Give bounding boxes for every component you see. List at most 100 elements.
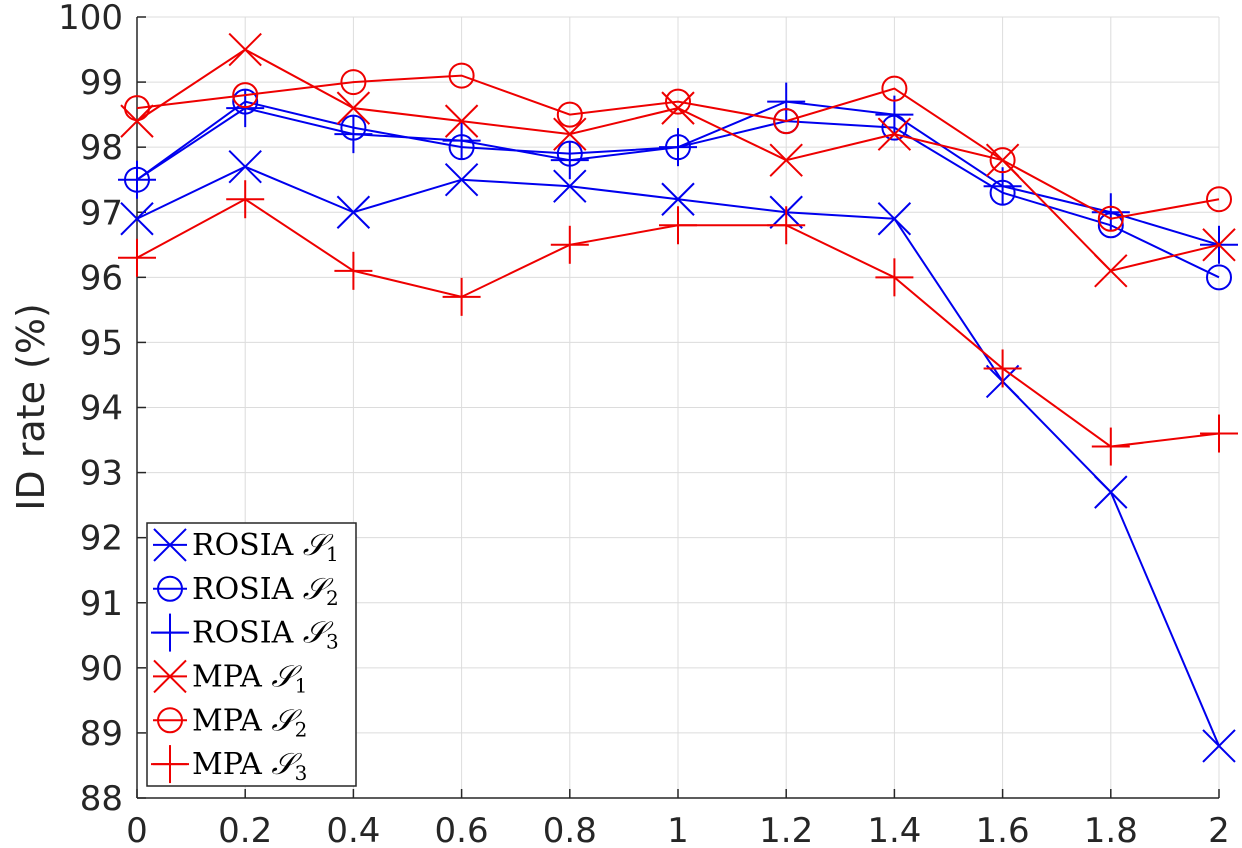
legend-marker-3 — [153, 659, 187, 694]
x-tick-label-9: 1.8 — [1084, 811, 1138, 848]
series-0-point-4 — [553, 169, 587, 203]
x-tick-label-3: 0.6 — [435, 811, 489, 848]
y-tick-label-0: 88 — [80, 779, 123, 819]
series-4-point-8 — [989, 147, 1016, 174]
legend-entry-5: MPA 𝒮3 — [151, 745, 307, 785]
legend-label-5: MPA 𝒮3 — [192, 747, 307, 785]
series-1-point-10 — [1206, 264, 1232, 291]
legend-entry-1: ROSIA 𝒮2 — [153, 572, 339, 610]
series-2-point-5 — [659, 128, 697, 167]
series-0-point-3 — [444, 163, 479, 197]
y-tick-label-4: 92 — [80, 519, 123, 559]
legend-entry-0: ROSIA 𝒮1 — [153, 528, 339, 566]
y-tick-label-2: 90 — [80, 649, 123, 689]
series-5-point-0 — [118, 238, 156, 277]
series-4-point-3 — [448, 62, 475, 89]
series-5-point-3 — [442, 277, 481, 316]
series-4-point-4 — [556, 101, 583, 128]
x-tick-label-2: 0.4 — [326, 811, 380, 848]
series-4-point-0 — [124, 95, 150, 122]
series-2-point-8 — [983, 167, 1022, 206]
y-tick-label-5: 93 — [80, 454, 123, 494]
series-2-point-2 — [334, 115, 373, 154]
y-tick-label-11: 99 — [80, 63, 123, 103]
legend-label-2: ROSIA 𝒮3 — [192, 616, 339, 654]
legend-entry-3: MPA 𝒮1 — [153, 659, 307, 697]
series-3-point-4 — [553, 117, 587, 151]
y-tick-label-6: 94 — [80, 389, 123, 429]
series-2-point-6 — [767, 82, 806, 121]
series-3-point-6 — [769, 143, 803, 177]
series-3-point-10 — [1202, 228, 1236, 262]
x-tick-label-6: 1.2 — [759, 811, 813, 848]
y-tick-label-7: 95 — [80, 323, 123, 363]
series-0-point-7 — [877, 202, 912, 236]
legend-box — [146, 522, 357, 787]
series-0-point-5 — [661, 182, 695, 216]
series-2-point-3 — [442, 121, 481, 160]
series-0-point-1 — [228, 149, 262, 184]
series-3-point-3 — [444, 104, 479, 138]
series-3-point-7 — [877, 117, 912, 151]
series-0-point-2 — [336, 195, 371, 229]
series-2-point-4 — [550, 141, 589, 180]
legend-label-4: MPA 𝒮2 — [192, 703, 307, 741]
y-tick-label-1: 89 — [80, 714, 123, 754]
series-5-point-2 — [334, 251, 373, 290]
series-3-point-2 — [336, 91, 371, 125]
series-4-point-6 — [773, 108, 800, 135]
series-5-point-8 — [983, 349, 1022, 388]
y-axis-label: ID rate (%) — [9, 303, 53, 511]
data-series — [118, 32, 1238, 763]
y-tick-label-9: 97 — [80, 193, 123, 233]
series-3-point-9 — [1094, 254, 1128, 288]
y-tick-label-12: 100 — [58, 0, 123, 38]
series-5-point-5 — [659, 206, 697, 245]
series-3-point-1 — [228, 32, 262, 67]
series-5-point-9 — [1091, 427, 1130, 466]
y-tick-label-8: 96 — [80, 258, 123, 298]
x-tick-label-10: 2 — [1208, 811, 1230, 848]
legend-label-1: ROSIA 𝒮2 — [192, 572, 339, 610]
series-5 — [118, 180, 1238, 466]
series-3 — [120, 32, 1236, 288]
series-4-point-1 — [232, 82, 259, 109]
x-tick-label-0: 0 — [126, 811, 148, 848]
series-2 — [118, 82, 1238, 264]
series-4-point-5 — [665, 88, 691, 115]
x-tick-label-4: 0.8 — [543, 811, 597, 848]
legend-marker-0 — [153, 528, 187, 562]
series-5-point-4 — [550, 225, 589, 264]
series-5-point-6 — [767, 206, 806, 245]
series-4 — [124, 62, 1232, 232]
series-5-point-1 — [226, 180, 265, 219]
legend-marker-5 — [151, 745, 189, 784]
axes — [136, 16, 1220, 799]
series-0-point-10 — [1202, 729, 1236, 763]
series-2-point-7 — [875, 95, 914, 134]
series-5-point-7 — [875, 258, 914, 297]
series-0-point-0 — [120, 202, 154, 236]
legend-label-3: MPA 𝒮1 — [192, 659, 307, 697]
x-tick-label-1: 0.2 — [218, 811, 272, 848]
series-0-point-9 — [1094, 475, 1128, 509]
legend-marker-4 — [157, 707, 183, 734]
x-tick-label-5: 1 — [667, 811, 689, 848]
y-tick-label-10: 98 — [80, 128, 123, 168]
legend-label-0: ROSIA 𝒮1 — [192, 528, 339, 566]
x-tick-label-8: 1.6 — [976, 811, 1030, 848]
x-tick-label-7: 1.4 — [867, 811, 921, 848]
series-4-point-2 — [340, 69, 367, 96]
series-4-point-7 — [881, 75, 908, 102]
series-line-4 — [136, 74, 1220, 220]
series-3-point-0 — [120, 104, 154, 138]
series-4-point-9 — [1097, 205, 1124, 232]
legend-marker-2 — [151, 613, 189, 652]
series-4-point-10 — [1206, 186, 1232, 213]
legend-marker-1 — [157, 575, 183, 602]
legend-entry-4: MPA 𝒮2 — [153, 703, 307, 741]
tick-labels: 0 0.2 0.4 0.6 0.8 1 1.2 1.4 1.6 1.8 2 88 89 90 91 92 93 9… — [58, 0, 1230, 848]
series-5-point-10 — [1200, 414, 1238, 453]
series-2-point-0 — [118, 160, 156, 199]
